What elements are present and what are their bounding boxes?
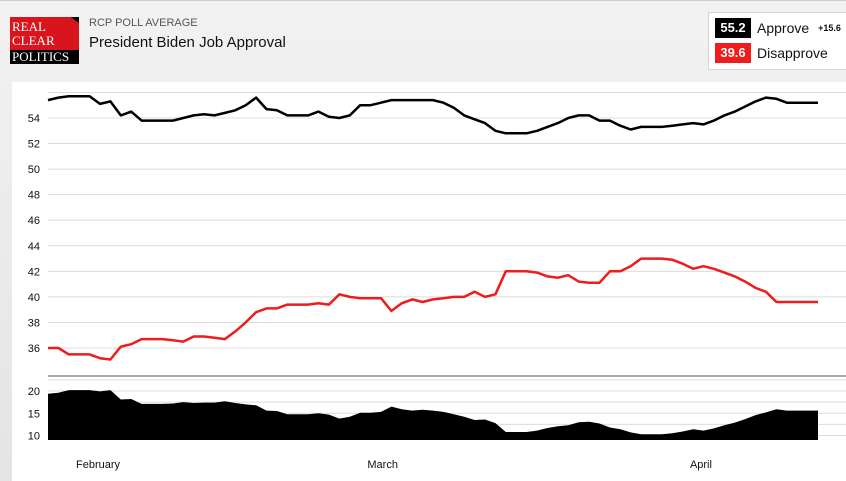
x-tick-label: March [367, 459, 398, 471]
spread-area [48, 390, 818, 440]
y-tick-label: 38 [28, 317, 40, 329]
logo-line-1: REAL [12, 19, 46, 34]
approval-chart[interactable]: 36 38 40 42 44 46 48 50 52 54 10 15 20 February March A… [12, 82, 846, 481]
y-tick-label: 52 [28, 139, 40, 151]
x-tick-label: February [76, 459, 121, 471]
y-tick-label: 36 [28, 343, 40, 355]
y-tick-label: 46 [28, 215, 40, 227]
page-title: President Biden Job Approval [89, 34, 286, 51]
chart-panel: 36 38 40 42 44 46 48 50 52 54 10 15 20 February March A… [12, 82, 846, 481]
poll-average-label: RCP POLL AVERAGE [89, 17, 198, 29]
approve-label: Approve [757, 20, 810, 36]
approve-line [47, 95, 818, 135]
logo-red-block [10, 17, 79, 50]
y-tick-label: 40 [28, 292, 40, 304]
y-tick-label: 42 [28, 266, 40, 278]
y-tick-label: 44 [28, 241, 40, 253]
y-tick-label: 54 [28, 113, 40, 125]
legend-approve: 55.2 Approve +15.6 [715, 18, 841, 38]
y-tick-label: 48 [28, 190, 40, 202]
rcp-logo[interactable]: REAL CLEAR POLITICS [10, 17, 79, 64]
approve-value: 55.2 [715, 18, 751, 38]
legend-disapprove: 39.6 Disapprove [715, 43, 828, 63]
disapprove-label: Disapprove [757, 45, 828, 61]
spread-y-tick-label: 15 [28, 408, 40, 420]
logo-line-3: POLITICS [12, 49, 70, 64]
spread-y-tick-label: 20 [28, 386, 40, 398]
disapprove-line [48, 257, 818, 361]
top-border [0, 0, 846, 1]
spread-value: +15.6 [818, 23, 841, 33]
legend: 55.2 Approve +15.6 39.6 Disapprove [708, 12, 846, 70]
logo-line-2: CLEAR [12, 33, 55, 48]
spread-y-tick-label: 10 [28, 431, 40, 443]
disapprove-value: 39.6 [715, 43, 751, 63]
x-tick-label: April [690, 459, 712, 471]
y-tick-label: 50 [28, 164, 40, 176]
